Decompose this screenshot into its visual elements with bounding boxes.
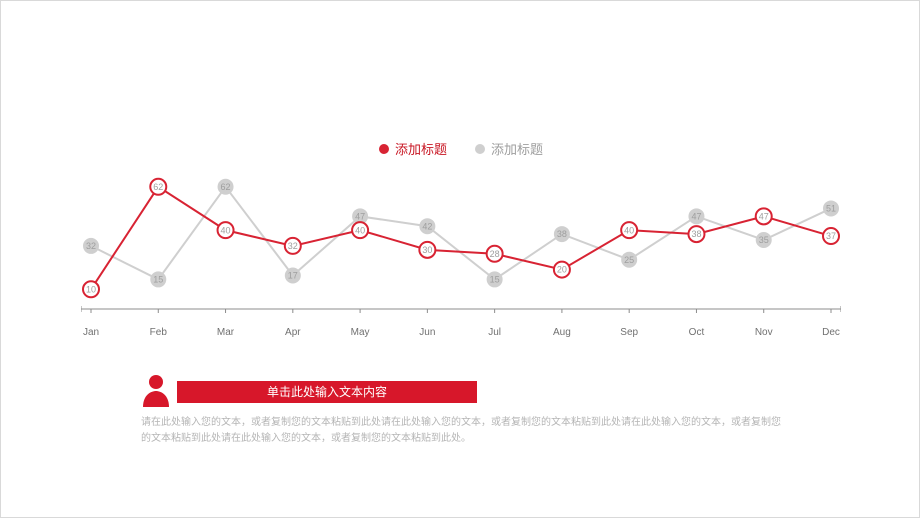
x-axis-label: Jul <box>488 327 501 338</box>
svg-text:40: 40 <box>221 225 231 235</box>
legend-item-gray: 添加标题 <box>475 139 543 158</box>
svg-text:40: 40 <box>624 225 634 235</box>
svg-text:38: 38 <box>557 229 567 239</box>
body-text[interactable]: 请在此处输入您的文本，或者复制您的文本粘贴到此处请在此处输入您的文本，或者复制您… <box>141 415 781 447</box>
svg-text:28: 28 <box>490 249 500 259</box>
svg-text:62: 62 <box>221 182 231 192</box>
legend-dot-icon <box>475 144 485 154</box>
x-axis-label: Sep <box>620 327 638 338</box>
svg-text:47: 47 <box>691 211 701 221</box>
x-axis-label: Jan <box>83 327 99 338</box>
svg-text:40: 40 <box>355 225 365 235</box>
svg-text:47: 47 <box>355 211 365 221</box>
x-axis-label: Mar <box>217 327 234 338</box>
x-axis-label: May <box>351 327 370 338</box>
line-chart: 32 15 62 17 47 42 15 38 25 47 35 51 10 62 40 32 40 30 28 20… <box>81 161 841 321</box>
svg-text:10: 10 <box>86 284 96 294</box>
x-axis-label: Apr <box>285 327 301 338</box>
title-block: 单击此处输入文本内容 <box>141 371 781 411</box>
legend-dot-icon <box>379 144 389 154</box>
svg-text:32: 32 <box>288 241 298 251</box>
svg-text:32: 32 <box>86 241 96 251</box>
svg-text:38: 38 <box>691 229 701 239</box>
legend-item-red: 添加标题 <box>379 139 447 158</box>
x-axis-label: Dec <box>822 327 840 338</box>
x-axis-label: Jun <box>419 327 435 338</box>
svg-text:25: 25 <box>624 255 634 265</box>
svg-text:42: 42 <box>422 221 432 231</box>
title-bar[interactable]: 单击此处输入文本内容 <box>177 381 477 403</box>
svg-text:17: 17 <box>288 271 298 281</box>
svg-text:20: 20 <box>557 265 567 275</box>
svg-text:37: 37 <box>826 231 836 241</box>
legend-label: 添加标题 <box>395 139 447 158</box>
svg-text:15: 15 <box>153 275 163 285</box>
svg-text:35: 35 <box>759 235 769 245</box>
svg-text:51: 51 <box>826 204 836 214</box>
person-icon <box>141 373 171 407</box>
svg-text:47: 47 <box>759 211 769 221</box>
svg-text:15: 15 <box>490 275 500 285</box>
legend-label: 添加标题 <box>491 139 543 158</box>
chart-legend: 添加标题 添加标题 <box>1 139 920 158</box>
x-axis-label: Nov <box>755 327 773 338</box>
x-axis-label: Oct <box>689 327 705 338</box>
svg-text:30: 30 <box>422 245 432 255</box>
x-axis-labels: Jan Feb Mar Apr May Jun Jul Aug Sep Oct Nov Dec <box>81 327 841 343</box>
x-axis-label: Feb <box>150 327 167 338</box>
slide: 添加标题添加标题 3215621747421538254735511062403… <box>0 0 920 518</box>
x-axis-label: Aug <box>553 327 571 338</box>
svg-text:62: 62 <box>153 182 163 192</box>
